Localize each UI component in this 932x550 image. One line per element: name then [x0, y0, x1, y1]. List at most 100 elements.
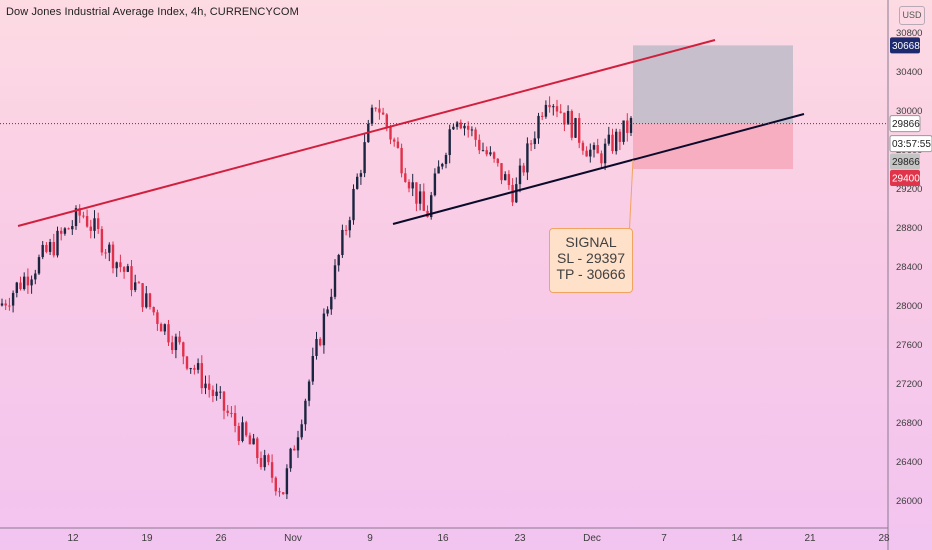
signal-note: SIGNAL SL - 29397 TP - 30666 — [549, 228, 633, 293]
candle-body — [71, 226, 74, 230]
last-price-label-bg — [889, 115, 921, 133]
candle-body — [467, 125, 470, 130]
candle-body — [204, 383, 207, 389]
candle-body — [293, 448, 296, 451]
candle-body — [211, 389, 215, 396]
candle-body — [289, 448, 292, 469]
candle-body — [270, 462, 274, 478]
chart-title: Dow Jones Industrial Average Index, 4h, … — [6, 6, 299, 18]
upper-trend-line[interactable] — [17, 39, 716, 227]
candle-body — [115, 262, 118, 269]
candle-body — [15, 282, 18, 293]
candle-body — [515, 184, 518, 203]
candle-body — [315, 338, 318, 356]
candle-body — [193, 368, 196, 370]
candle-body — [8, 305, 11, 307]
candle-body — [241, 422, 244, 442]
candle-body — [478, 139, 481, 151]
candle-body — [67, 228, 70, 230]
candle-body — [463, 125, 466, 129]
candle-body — [156, 312, 159, 324]
candle-body — [541, 115, 544, 117]
candle-body — [311, 355, 314, 382]
candle-body — [152, 307, 155, 313]
candle-body — [378, 108, 381, 113]
candle-body — [208, 383, 211, 390]
candle-body — [370, 107, 374, 124]
candle-body — [100, 228, 104, 253]
candle-body — [448, 129, 451, 156]
candle-body — [348, 220, 351, 231]
candle-body — [563, 112, 566, 125]
candle-body — [418, 191, 422, 204]
candle-body — [200, 363, 203, 389]
candle-body — [537, 115, 540, 139]
x-tick-label: Nov — [284, 533, 302, 544]
candle-body — [222, 391, 226, 411]
y-tick-label: 30800 — [896, 28, 922, 39]
candle-body — [174, 336, 178, 351]
stop-loss-label-bg — [890, 170, 920, 186]
candle-body — [578, 118, 581, 143]
y-tick-label: 27600 — [896, 340, 922, 351]
candle-body — [134, 282, 137, 291]
candle-body — [592, 145, 596, 150]
candle-body — [111, 244, 115, 269]
candle-body — [245, 422, 248, 436]
candle-body — [82, 215, 85, 217]
stop-loss-zone[interactable] — [633, 123, 793, 169]
candle-body — [63, 228, 67, 234]
candle-body — [60, 230, 63, 234]
candle-body — [437, 166, 440, 174]
candle-body — [344, 229, 348, 231]
candle-body — [566, 111, 570, 125]
take-profit-label-bg — [890, 37, 920, 54]
candle-body — [526, 143, 529, 173]
candle-body — [470, 129, 474, 131]
candle-body — [600, 153, 603, 164]
lower-trend-line[interactable] — [392, 113, 805, 225]
candle-body — [596, 145, 599, 154]
candle-body — [4, 303, 7, 306]
candle-body — [522, 165, 525, 173]
candle-body — [274, 477, 277, 492]
candle-body — [215, 391, 218, 396]
candle-body — [444, 155, 448, 164]
candle-body — [326, 309, 329, 314]
x-tick-label: 12 — [67, 533, 79, 544]
candle-body — [474, 129, 477, 140]
candle-body — [74, 208, 78, 227]
candle-body — [226, 410, 229, 413]
candle-body — [319, 338, 322, 346]
y-tick-label: 28000 — [896, 301, 922, 312]
candle-body — [337, 255, 340, 266]
candle-body — [611, 134, 614, 152]
y-tick-label: 27200 — [896, 379, 922, 390]
candle-body — [248, 435, 252, 445]
candle-body — [11, 292, 15, 306]
candle-body — [185, 356, 189, 369]
candle-body — [282, 492, 285, 495]
signal-take-profit: TP - 30666 — [556, 266, 626, 282]
candle-body — [0, 303, 4, 306]
candle-body — [548, 104, 551, 108]
candle-body — [93, 218, 96, 231]
candle-body — [167, 324, 170, 343]
candle-body — [263, 455, 266, 468]
candle-body — [307, 381, 311, 401]
candle-body — [256, 438, 259, 459]
candle-body — [629, 117, 633, 133]
candle-body — [359, 173, 363, 177]
candle-body — [285, 468, 289, 495]
candle-body — [219, 391, 222, 393]
candle-body — [34, 273, 37, 280]
y-axis: 26000 26400 26800 27200 27600 28000 28400 28800… — [896, 28, 922, 507]
take-profit-zone[interactable] — [633, 45, 793, 124]
currency-button[interactable]: USD — [899, 6, 925, 25]
candle-body — [574, 118, 577, 138]
candle-body — [492, 152, 496, 159]
candle-body — [407, 181, 411, 189]
candle-body — [159, 323, 163, 332]
